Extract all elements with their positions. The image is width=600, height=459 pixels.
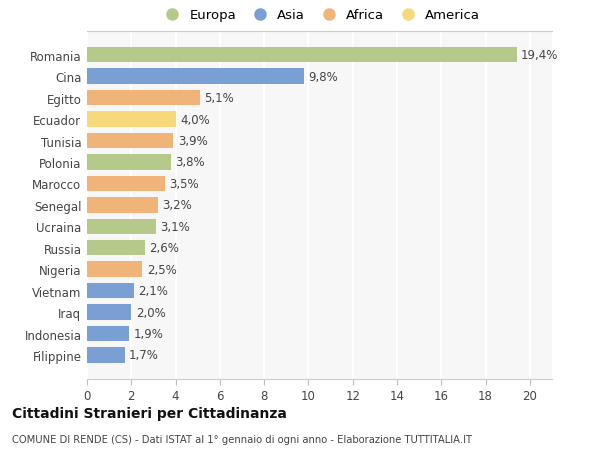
- Text: 3,5%: 3,5%: [169, 178, 199, 190]
- Bar: [87, 326, 129, 341]
- Text: 5,1%: 5,1%: [205, 92, 234, 105]
- Bar: [87, 219, 155, 235]
- Bar: [87, 176, 164, 192]
- Bar: [87, 198, 158, 213]
- Text: 2,1%: 2,1%: [138, 285, 168, 297]
- Text: 3,9%: 3,9%: [178, 134, 208, 148]
- Bar: [87, 262, 142, 277]
- Bar: [87, 134, 173, 149]
- Text: 19,4%: 19,4%: [521, 49, 559, 62]
- Bar: [87, 305, 131, 320]
- Text: 2,6%: 2,6%: [149, 242, 179, 255]
- Bar: [87, 48, 517, 63]
- Bar: [87, 155, 171, 170]
- Text: 2,0%: 2,0%: [136, 306, 166, 319]
- Bar: [87, 91, 200, 106]
- Bar: [87, 347, 125, 363]
- Text: COMUNE DI RENDE (CS) - Dati ISTAT al 1° gennaio di ogni anno - Elaborazione TUTT: COMUNE DI RENDE (CS) - Dati ISTAT al 1° …: [12, 434, 472, 444]
- Text: 2,5%: 2,5%: [147, 263, 176, 276]
- Text: 3,8%: 3,8%: [176, 156, 205, 169]
- Bar: [87, 69, 304, 85]
- Text: Cittadini Stranieri per Cittadinanza: Cittadini Stranieri per Cittadinanza: [12, 406, 287, 420]
- Text: 4,0%: 4,0%: [180, 113, 210, 126]
- Bar: [87, 112, 176, 128]
- Text: 9,8%: 9,8%: [308, 71, 338, 84]
- Legend: Europa, Asia, Africa, America: Europa, Asia, Africa, America: [159, 9, 480, 22]
- Bar: [87, 241, 145, 256]
- Text: 1,7%: 1,7%: [129, 349, 159, 362]
- Text: 3,1%: 3,1%: [160, 220, 190, 233]
- Text: 1,9%: 1,9%: [133, 327, 163, 340]
- Bar: [87, 283, 133, 299]
- Text: 3,2%: 3,2%: [162, 199, 192, 212]
